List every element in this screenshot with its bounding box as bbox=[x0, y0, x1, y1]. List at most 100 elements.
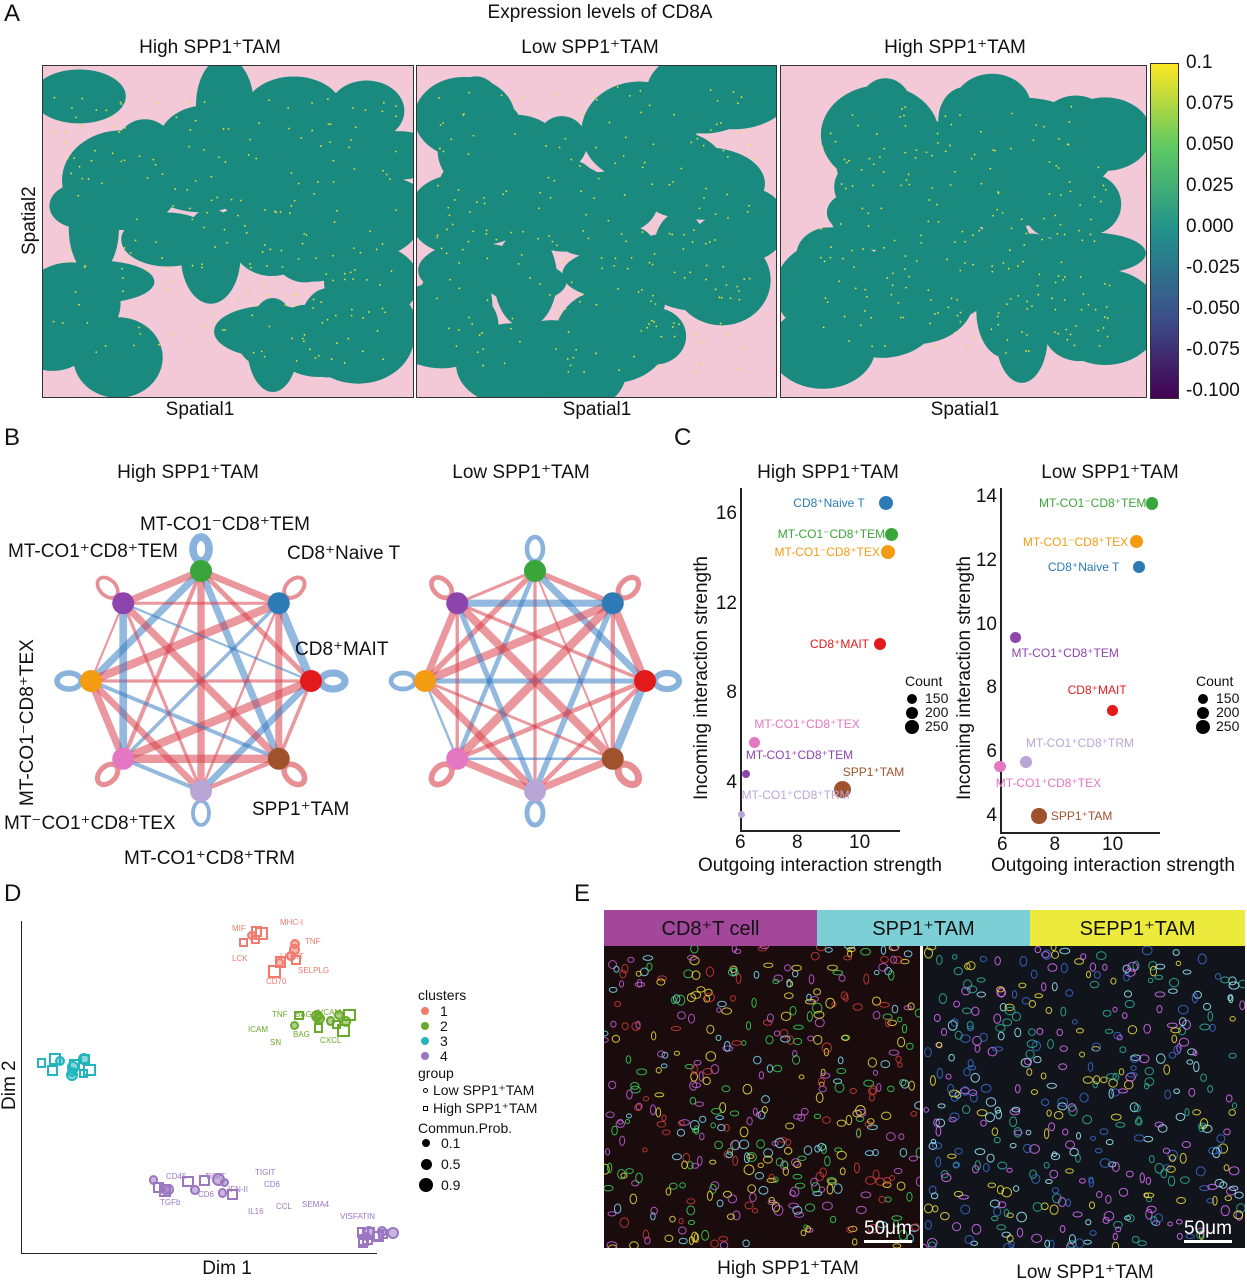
cell-outline bbox=[804, 998, 816, 1005]
cell-outline bbox=[1144, 1077, 1155, 1087]
cd8a-spot bbox=[503, 362, 506, 365]
colorbar-tick: -0.100 bbox=[1186, 380, 1240, 401]
cd8a-spot bbox=[364, 109, 367, 112]
cell-outline bbox=[625, 1113, 632, 1119]
cd8a-spot bbox=[853, 266, 855, 269]
cell-outline bbox=[813, 1113, 822, 1120]
cell-outline bbox=[727, 967, 739, 977]
signaling-point bbox=[46, 1064, 59, 1077]
cell-outline bbox=[964, 1235, 974, 1245]
cd8a-spot bbox=[1056, 232, 1059, 235]
cell-outline bbox=[966, 1020, 974, 1030]
signaling-label: IFN-II bbox=[228, 1185, 248, 1194]
cell-outline bbox=[1192, 1050, 1198, 1057]
cd8a-spot bbox=[956, 314, 959, 317]
cd8a-spot bbox=[859, 324, 862, 327]
cell-outline bbox=[1058, 1063, 1068, 1071]
cell-outline bbox=[1090, 1135, 1097, 1141]
cell-outline bbox=[699, 1132, 705, 1141]
cd8a-spot bbox=[514, 133, 516, 135]
cell-outline bbox=[1228, 1166, 1240, 1176]
cell-outline bbox=[625, 1168, 634, 1174]
cd8a-spot bbox=[291, 337, 293, 340]
cd8a-spot bbox=[884, 345, 886, 347]
cell-outline bbox=[1003, 1208, 1010, 1218]
cell-outline bbox=[995, 1024, 1006, 1032]
cd8a-spot bbox=[851, 249, 854, 252]
cd8a-spot bbox=[915, 259, 918, 262]
cd8a-spot bbox=[575, 348, 578, 351]
data-point bbox=[881, 545, 896, 560]
cell-outline bbox=[967, 1065, 977, 1071]
cell-outline bbox=[1117, 1088, 1128, 1094]
cell-outline bbox=[780, 1011, 792, 1021]
cell-outline bbox=[696, 1155, 703, 1166]
if-image-low bbox=[923, 946, 1245, 1248]
tissue-region bbox=[675, 66, 776, 130]
signaling-point bbox=[199, 1175, 211, 1186]
cd8a-spot bbox=[395, 105, 398, 108]
cd8a-spot bbox=[502, 193, 505, 196]
interaction-edge bbox=[423, 680, 459, 760]
cell-outline bbox=[1175, 1219, 1183, 1225]
cd8a-spot bbox=[1025, 232, 1028, 235]
cell-outline bbox=[1192, 1109, 1202, 1116]
cell-outline bbox=[941, 1173, 952, 1183]
cell-outline bbox=[621, 1022, 629, 1031]
tissue-region bbox=[925, 218, 995, 317]
cell-outline bbox=[990, 1215, 999, 1222]
cd8a-spot bbox=[74, 116, 77, 119]
cd8a-spot bbox=[382, 358, 385, 361]
cell-outline bbox=[855, 1205, 867, 1215]
cd8a-spot bbox=[362, 317, 365, 319]
cd8a-spot bbox=[520, 253, 523, 256]
signaling-label: CCL bbox=[276, 1202, 293, 1211]
cell-outline bbox=[706, 1024, 715, 1034]
cell-outline bbox=[1146, 1196, 1153, 1203]
cluster-swatch bbox=[421, 1022, 429, 1030]
cd8a-spot bbox=[1038, 273, 1041, 276]
cd8a-spot bbox=[904, 255, 907, 257]
cell-outline bbox=[840, 991, 849, 1000]
cell-outline bbox=[1177, 1026, 1187, 1036]
cd8a-spot bbox=[980, 182, 983, 185]
cd8a-spot bbox=[290, 172, 293, 174]
cell-outline bbox=[954, 1147, 963, 1155]
cd8a-spot bbox=[1094, 308, 1097, 311]
cell-outline bbox=[758, 1071, 765, 1080]
cd8a-spot bbox=[702, 340, 705, 343]
cd8a-spot bbox=[848, 159, 850, 162]
cd8a-spot bbox=[608, 121, 611, 124]
cd8a-spot bbox=[594, 352, 597, 355]
cell-outline bbox=[984, 1112, 995, 1123]
cell-outline bbox=[876, 1221, 888, 1229]
cell-outline bbox=[761, 1106, 768, 1114]
cell-outline bbox=[1168, 988, 1178, 994]
cd8a-spot bbox=[1057, 275, 1060, 277]
cd8a-spot bbox=[920, 234, 922, 237]
cd8a-spot bbox=[263, 281, 266, 284]
cell-outline bbox=[880, 1060, 891, 1069]
cd8a-spot bbox=[468, 91, 471, 94]
cd8a-spot bbox=[829, 256, 832, 259]
cd8a-spot bbox=[330, 358, 333, 360]
cd8a-spot bbox=[442, 150, 445, 153]
signaling-point bbox=[310, 1009, 324, 1023]
cd8a-spot bbox=[822, 326, 825, 329]
cd8a-spot bbox=[882, 246, 885, 249]
cell-outline bbox=[806, 993, 812, 1002]
cell-outline bbox=[1197, 953, 1207, 965]
cd8a-spot bbox=[583, 370, 586, 373]
cd8a-spot bbox=[68, 248, 71, 251]
cell-outline bbox=[888, 1175, 896, 1181]
cell-outline bbox=[608, 986, 618, 993]
cell-outline bbox=[710, 1122, 716, 1129]
cd8a-spot bbox=[302, 340, 305, 343]
cd8a-spot bbox=[467, 153, 470, 156]
cd8a-spot bbox=[839, 223, 842, 225]
cd8a-spot bbox=[95, 109, 98, 111]
cd8a-spot bbox=[119, 101, 122, 104]
cd8a-spot bbox=[485, 233, 488, 235]
cell-outline bbox=[721, 1007, 732, 1015]
